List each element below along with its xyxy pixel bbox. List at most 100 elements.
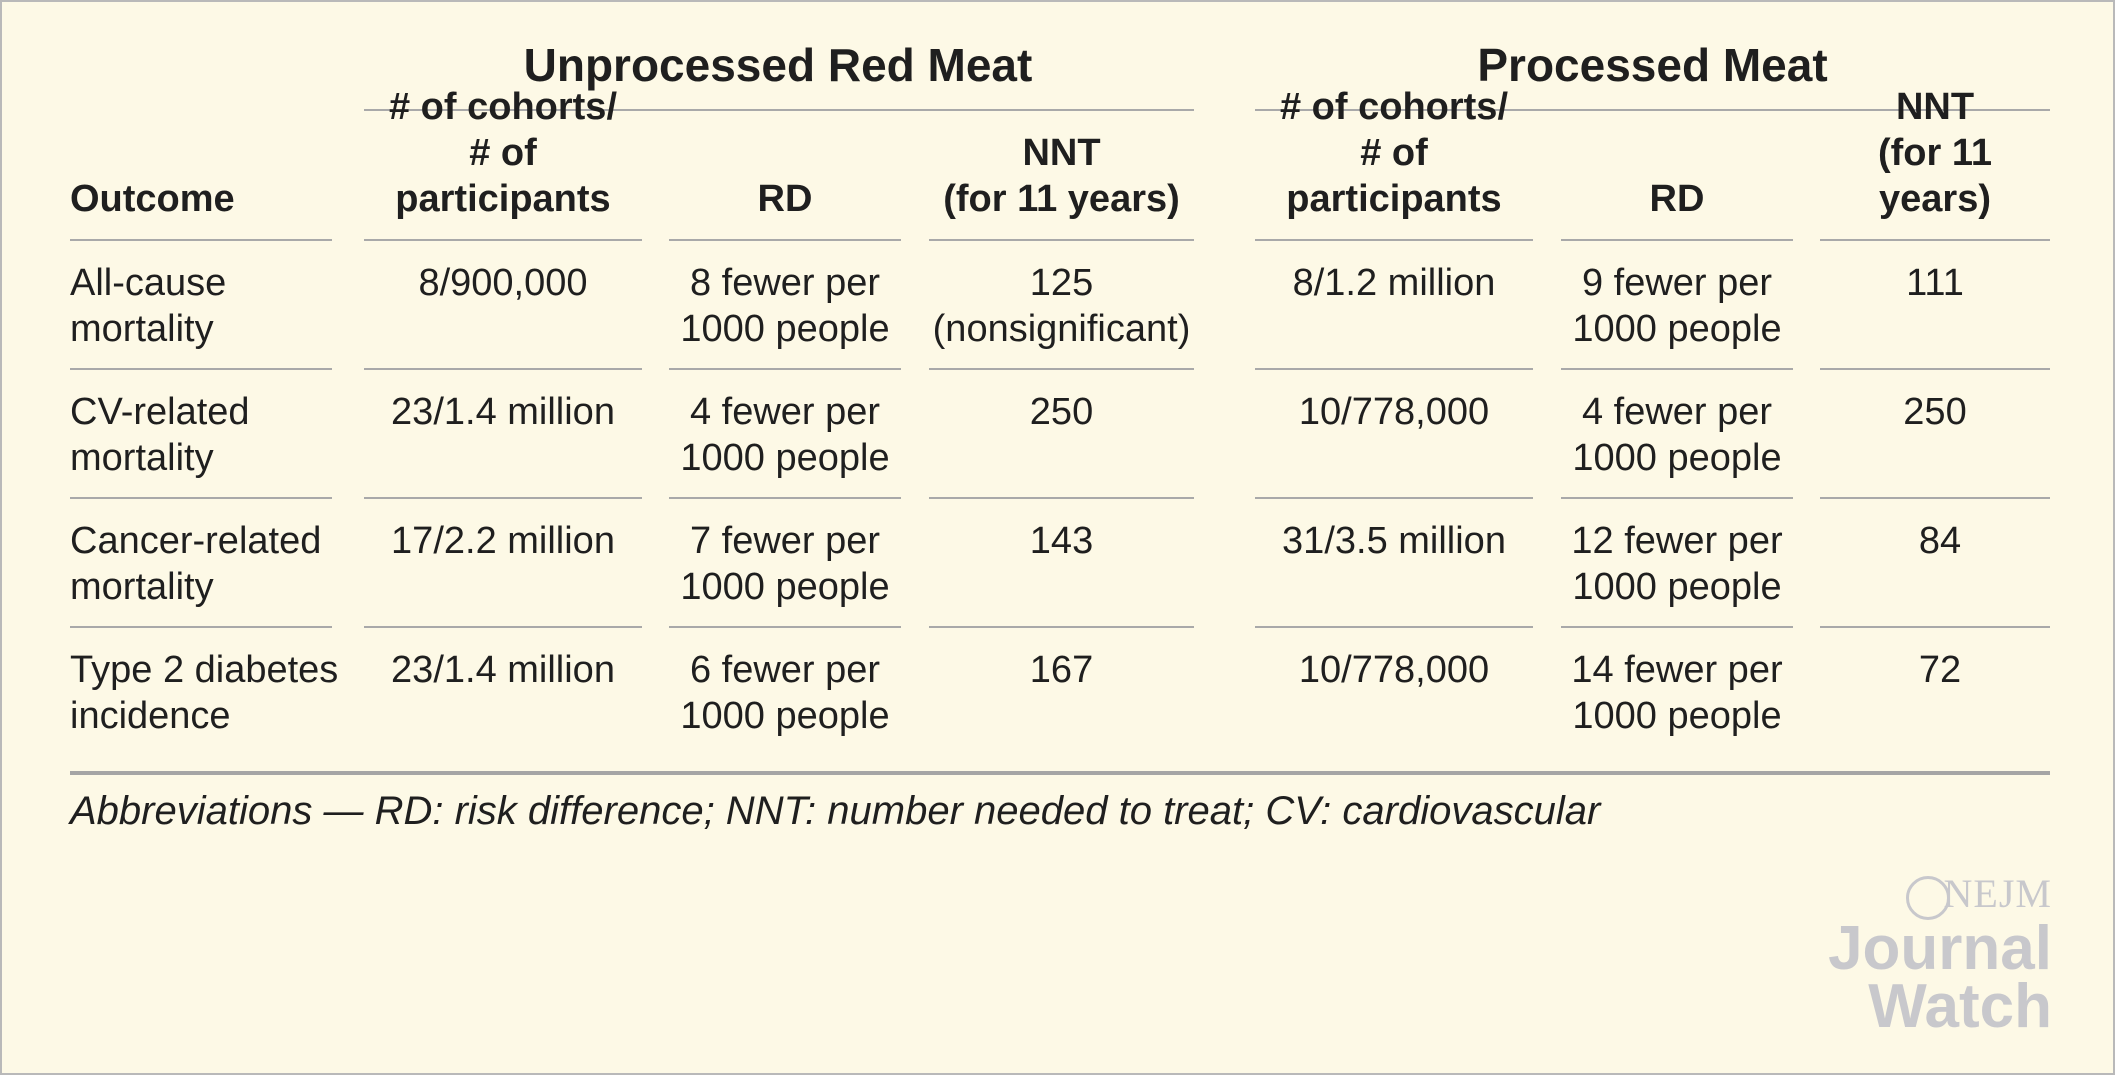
cell-line: All-cause — [70, 262, 227, 304]
row-rule — [1561, 497, 1793, 499]
header-line: # of cohorts/ — [388, 86, 618, 128]
logo-top-text: NEJM — [1943, 871, 2052, 916]
row-rule — [70, 626, 332, 628]
header-outcome: Outcome — [70, 130, 330, 222]
header-p-nnt: NNT (for 11 years) — [1820, 86, 2050, 222]
cell-line: 9 fewer per — [1581, 262, 1773, 304]
table-cell-p-cohorts: 31/3.5 million — [1282, 520, 1506, 562]
row-rule — [669, 368, 901, 370]
row-rule — [364, 368, 642, 370]
row-rule — [669, 497, 901, 499]
cell-line: 1000 people — [1572, 566, 1782, 608]
table-cell-u-cohorts: 23/1.4 million — [391, 391, 615, 433]
table-row-outcome: Cancer-related mortality — [70, 518, 360, 610]
header-line: NNT — [1022, 132, 1101, 174]
group-title-unprocessed: Unprocessed Red Meat — [523, 39, 1033, 91]
cell-line: 143 — [1029, 520, 1094, 562]
row-rule — [364, 626, 642, 628]
header-rule — [669, 239, 901, 241]
table-cell-u-nnt: 250 — [924, 389, 1199, 435]
table-cell-u-nnt: 143 — [924, 518, 1199, 564]
header-outcome-label: Outcome — [70, 178, 235, 220]
table-row-outcome: Type 2 diabetes incidence — [70, 647, 370, 739]
table-cell-u-cohorts: 8/900,000 — [418, 262, 588, 304]
header-rule — [1255, 239, 1533, 241]
abbreviations-footnote: Abbreviations — RD: risk difference; NNT… — [70, 789, 1601, 833]
table-cell-p-nnt: 250 — [1903, 391, 1967, 433]
group-title-processed: Processed Meat — [1477, 39, 1828, 91]
table-cell-p-nnt: 84 — [1918, 520, 1962, 562]
cell-line: 1000 people — [1572, 437, 1782, 479]
cell-line: mortality — [70, 437, 214, 479]
table-row-outcome: All-cause mortality — [70, 260, 360, 352]
header-u-nnt: NNT (for 11 years) — [929, 130, 1194, 222]
table-bottom-rule — [70, 771, 2050, 775]
header-rule — [929, 239, 1194, 241]
cell-line: 12 fewer per — [1571, 520, 1783, 562]
header-line: # of participants — [1286, 132, 1502, 220]
row-rule — [929, 497, 1194, 499]
header-rule — [1561, 239, 1793, 241]
row-rule — [669, 626, 901, 628]
cell-line: mortality — [70, 308, 214, 350]
header-line: RD — [757, 178, 813, 220]
table-cell-u-rd: 8 fewer per 1000 people — [669, 260, 901, 352]
cell-line: 125 — [1029, 262, 1094, 304]
logo-line-1: Journal — [1828, 913, 2052, 983]
header-p-rd: RD — [1561, 130, 1793, 222]
group-underline-processed — [1255, 109, 2050, 111]
table-cell-u-nnt: 167 — [924, 647, 1199, 693]
row-rule — [1255, 626, 1533, 628]
cell-line: Cancer-related — [70, 520, 322, 562]
table-cell-p-rd: 9 fewer per 1000 people — [1561, 260, 1793, 352]
table-cell-p-rd: 12 fewer per 1000 people — [1555, 518, 1799, 610]
cell-line: 14 fewer per — [1571, 649, 1783, 691]
row-rule — [70, 368, 332, 370]
table-cell-p-cohorts: 10/778,000 — [1298, 391, 1490, 433]
header-line: # of cohorts/ — [1279, 86, 1509, 128]
row-rule — [1561, 368, 1793, 370]
cell-line: incidence — [70, 695, 231, 737]
cell-line: 1000 people — [680, 308, 890, 350]
nejm-journal-watch-logo: NEJM Journal Watch — [1742, 870, 2052, 1041]
row-rule — [1820, 626, 2050, 628]
header-line: NNT — [1895, 86, 1975, 128]
group-underline-unprocessed — [364, 109, 1194, 111]
header-u-cohorts: # of cohorts/ # of participants — [364, 86, 642, 222]
row-rule — [70, 497, 332, 499]
row-rule — [1820, 497, 2050, 499]
row-rule — [929, 626, 1194, 628]
header-rule — [364, 239, 642, 241]
cell-line: CV-related — [70, 391, 250, 433]
table-row-outcome: CV-related mortality — [70, 389, 360, 481]
table-cell-p-cohorts: 8/1.2 million — [1292, 262, 1496, 304]
cell-line: 7 fewer per — [689, 520, 881, 562]
table-cell-u-nnt: 125 (nonsignificant) — [924, 260, 1199, 352]
table-cell-u-rd: 4 fewer per 1000 people — [669, 389, 901, 481]
cell-line: 1000 people — [680, 695, 890, 737]
header-p-cohorts: # of cohorts/ # of participants — [1255, 86, 1533, 222]
table-cell-u-rd: 6 fewer per 1000 people — [669, 647, 901, 739]
row-rule — [364, 497, 642, 499]
table-cell-p-cohorts: 10/778,000 — [1298, 649, 1490, 691]
table-cell-u-cohorts: 17/2.2 million — [391, 520, 615, 562]
cell-line: 4 fewer per — [689, 391, 881, 433]
cell-line: (nonsignificant) — [932, 308, 1191, 350]
cell-line: 6 fewer per — [689, 649, 881, 691]
table-cell-p-nnt: 72 — [1918, 649, 1962, 691]
table-cell-p-rd: 4 fewer per 1000 people — [1561, 389, 1793, 481]
nejm-circle-icon — [1905, 875, 1950, 920]
header-u-rd: RD — [669, 130, 901, 222]
row-rule — [1255, 497, 1533, 499]
logo-line-2: Watch — [1868, 971, 2052, 1041]
cell-line: mortality — [70, 566, 214, 608]
row-rule — [929, 368, 1194, 370]
row-rule — [1561, 626, 1793, 628]
header-rule — [1820, 239, 2050, 241]
table-cell-p-nnt: 111 — [1906, 262, 1964, 304]
cell-line: 4 fewer per — [1581, 391, 1773, 433]
row-rule — [1820, 368, 2050, 370]
header-line: # of participants — [395, 132, 611, 220]
table-cell-u-cohorts: 23/1.4 million — [391, 649, 615, 691]
